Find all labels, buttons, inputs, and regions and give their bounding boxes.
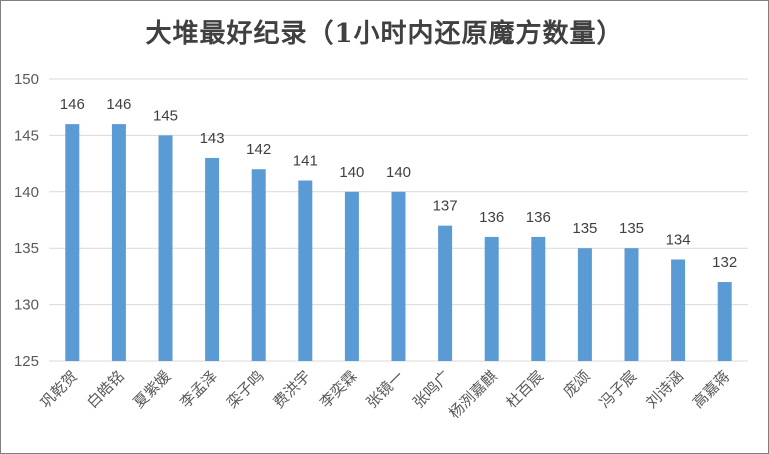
data-label: 146 bbox=[60, 96, 85, 113]
x-tick-label: 李孟泽 bbox=[176, 367, 221, 412]
x-tick-label: 刘诗涵 bbox=[642, 367, 687, 412]
y-axis: 125 130 135 140 145 150 bbox=[14, 71, 39, 370]
data-label: 132 bbox=[712, 254, 737, 271]
bar bbox=[251, 169, 266, 361]
bar bbox=[717, 282, 732, 361]
x-tick-label: 庞颂 bbox=[560, 367, 594, 401]
y-tick-label: 150 bbox=[14, 71, 39, 88]
x-tick-label: 冯子宸 bbox=[596, 367, 641, 412]
data-label: 140 bbox=[386, 164, 411, 181]
x-tick-label: 杨洌嘉麒 bbox=[445, 367, 500, 422]
x-tick-label: 张鸣广 bbox=[409, 367, 454, 412]
x-tick-label: 张镜一 bbox=[363, 367, 408, 412]
bars bbox=[65, 124, 732, 362]
x-axis: 巩乾贺 白皓铭 夏紫媛 李孟泽 栾子鸣 费洪宇 李奕霖 张镜一 张鸣广杨洌嘉麒 杜百宸 庞颂 冯子宸刘… bbox=[37, 367, 734, 422]
y-tick-label: 130 bbox=[14, 297, 39, 314]
x-tick-label: 栾子鸣 bbox=[223, 367, 268, 412]
bar bbox=[391, 191, 406, 361]
bar bbox=[344, 191, 359, 361]
x-tick-label: 白皓铭 bbox=[83, 367, 128, 412]
x-tick-label: 夏紫媛 bbox=[130, 367, 175, 412]
data-labels: 146 146 145 143 142 141 140 140 137 136 136 135 135 1… bbox=[60, 96, 737, 271]
x-tick-label: 杜百宸 bbox=[503, 367, 548, 412]
data-label: 140 bbox=[339, 164, 364, 181]
bar bbox=[531, 236, 546, 361]
y-tick-label: 140 bbox=[14, 184, 39, 201]
y-tick-label: 135 bbox=[14, 240, 39, 257]
data-label: 141 bbox=[293, 153, 318, 170]
x-tick-label: 高嘉蒋 bbox=[689, 367, 734, 412]
data-label: 135 bbox=[572, 220, 597, 237]
bar bbox=[111, 124, 126, 362]
x-tick-label: 李奕霖 bbox=[316, 367, 361, 412]
chart-title: 大堆最好纪录（1小时内还原魔方数量） bbox=[145, 19, 624, 49]
data-label: 137 bbox=[433, 198, 458, 215]
y-tick-label: 125 bbox=[14, 353, 39, 370]
data-label: 134 bbox=[666, 231, 691, 248]
x-tick-label: 巩乾贺 bbox=[37, 367, 82, 412]
data-label: 135 bbox=[619, 220, 644, 237]
bar bbox=[438, 225, 453, 361]
bar bbox=[65, 124, 80, 362]
data-label: 142 bbox=[246, 141, 271, 158]
bar bbox=[484, 236, 499, 361]
data-label: 136 bbox=[479, 209, 504, 226]
bar bbox=[624, 248, 639, 361]
data-label: 143 bbox=[200, 130, 225, 147]
y-tick-label: 145 bbox=[14, 127, 39, 144]
x-tick-label: 费洪宇 bbox=[270, 367, 315, 412]
bar bbox=[577, 248, 592, 361]
bar bbox=[671, 259, 686, 361]
bar bbox=[298, 180, 313, 361]
bar bbox=[205, 157, 220, 361]
bar bbox=[158, 135, 173, 361]
data-label: 145 bbox=[153, 107, 178, 124]
data-label: 146 bbox=[106, 96, 131, 113]
data-label: 136 bbox=[526, 209, 551, 226]
